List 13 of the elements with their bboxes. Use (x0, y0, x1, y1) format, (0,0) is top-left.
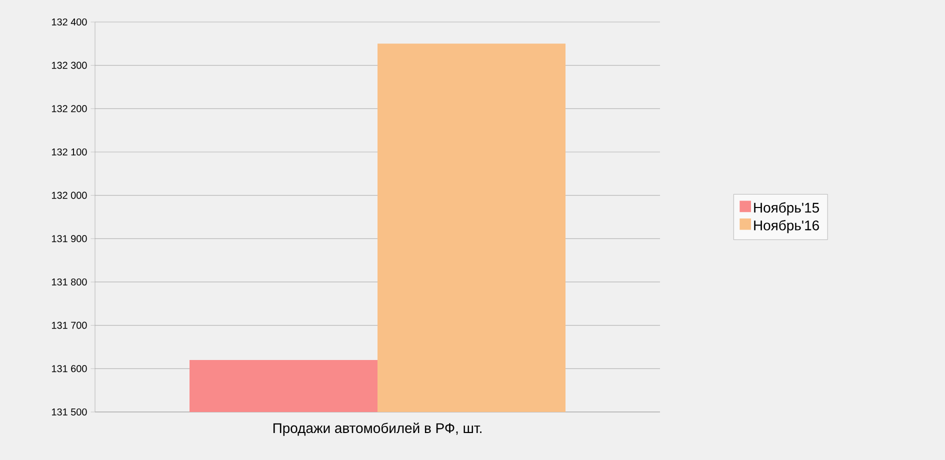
y-tick-label: 131 800 (52, 278, 87, 286)
y-tick-label: 131 600 (52, 365, 87, 372)
legend-label: Ноябрь'15 (754, 202, 819, 216)
y-tick-label: 132 300 (52, 62, 87, 69)
y-tick-label: 131 900 (52, 235, 87, 242)
y-tick-label: 132 200 (52, 105, 87, 112)
y-tick-label: 132 100 (52, 148, 87, 156)
legend-label: Ноябрь'16 (754, 220, 819, 234)
y-tick-label: 131 500 (52, 408, 87, 416)
y-tick-label: 132 000 (52, 192, 87, 199)
y-tick-label: 131 700 (52, 322, 87, 329)
x-axis-title: Продажи автомобилей в РФ, шт. (273, 422, 482, 436)
y-tick-label: 132 400 (52, 18, 87, 26)
